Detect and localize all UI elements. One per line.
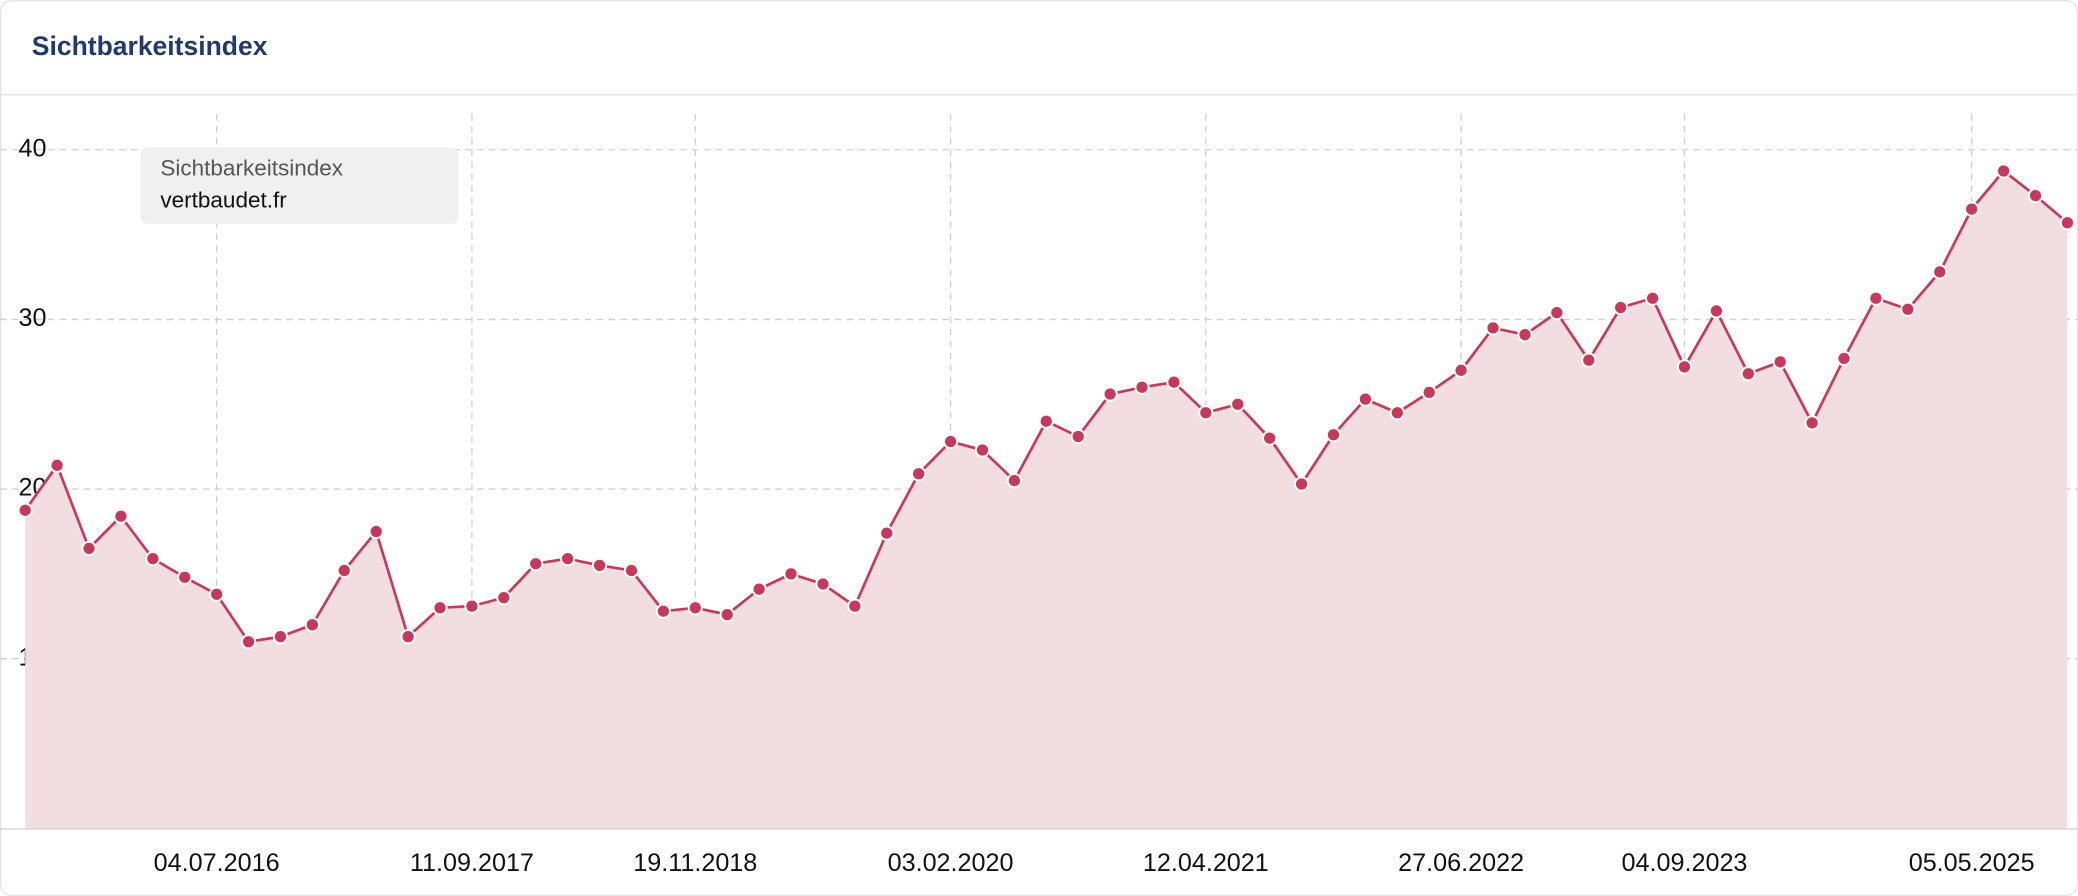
point (1676, 359, 1693, 375)
point (1644, 290, 1661, 306)
point (2027, 187, 2044, 204)
chart-title: Sichtbarkeitsindex (32, 31, 268, 61)
point (591, 557, 608, 574)
point (687, 600, 703, 616)
point (1772, 354, 1788, 370)
point (719, 606, 735, 623)
point (432, 600, 448, 616)
point (528, 556, 544, 572)
point (815, 576, 831, 592)
point (1389, 405, 1405, 421)
x-tick-label: 05.05.2025 (1909, 849, 2035, 877)
point (304, 617, 320, 633)
point (1900, 301, 1916, 317)
point (1836, 350, 1852, 367)
point (1868, 290, 1884, 306)
y-tick-label: 30 (19, 304, 47, 332)
point (1038, 413, 1054, 429)
point (1102, 386, 1118, 402)
legend-entry: vertbaudet.fr (160, 187, 287, 212)
point (1293, 476, 1310, 492)
point (113, 508, 129, 524)
point (49, 457, 65, 473)
point (17, 502, 33, 518)
point (942, 433, 959, 450)
x-tick-label: 04.07.2016 (154, 849, 280, 877)
point (272, 629, 289, 645)
point (1932, 264, 1948, 280)
point (400, 629, 416, 645)
point (1134, 379, 1150, 395)
point (1230, 396, 1246, 412)
point (1357, 391, 1374, 407)
point (1517, 327, 1533, 343)
point (974, 442, 991, 458)
point (783, 566, 799, 582)
point (1166, 374, 1182, 390)
legend-box (140, 147, 459, 225)
point (177, 569, 193, 585)
point (1549, 305, 1565, 321)
point (368, 523, 384, 540)
point (1006, 472, 1022, 489)
point (1453, 362, 1469, 378)
y-tick-label: 40 (19, 134, 47, 162)
point (879, 525, 895, 541)
point (336, 562, 352, 579)
area (25, 170, 2068, 829)
point (1262, 430, 1278, 446)
x-tick-label: 19.11.2018 (633, 849, 757, 877)
point (1198, 405, 1214, 421)
point (1485, 320, 1501, 336)
x-tick-label: 11.09.2017 (410, 849, 534, 877)
point (560, 550, 576, 567)
point (496, 590, 512, 606)
x-tick-label: 04.09.2023 (1622, 849, 1748, 877)
point (623, 562, 640, 579)
plot-area: 1020304004.07.201611.09.201719.11.201803… (0, 114, 2078, 877)
point (1581, 352, 1597, 368)
point (2059, 215, 2076, 231)
x-tick-label: 27.06.2022 (1398, 849, 1524, 877)
x-tick-label: 03.02.2020 (888, 849, 1014, 877)
point (911, 466, 927, 482)
point (1421, 384, 1437, 400)
point (464, 598, 480, 614)
point (1070, 428, 1086, 445)
point (1708, 303, 1725, 319)
point (1613, 299, 1629, 316)
point (847, 598, 863, 614)
legend-title: Sichtbarkeitsindex (160, 156, 343, 181)
point (1740, 366, 1756, 382)
point (209, 586, 225, 602)
point (81, 540, 97, 557)
point (240, 634, 257, 650)
point (1964, 201, 1980, 217)
point (1325, 427, 1342, 443)
point (751, 581, 767, 597)
x-tick-label: 12.04.2021 (1143, 849, 1269, 877)
point (655, 603, 671, 619)
point (145, 550, 161, 567)
point (1995, 163, 2012, 179)
point (1804, 415, 1820, 431)
